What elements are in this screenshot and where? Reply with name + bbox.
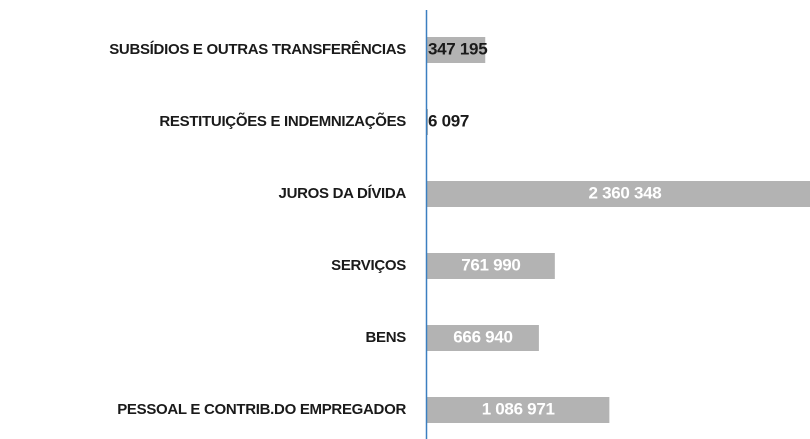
value-label: 761 990 — [461, 255, 520, 274]
category-label: SERVIÇOS — [331, 257, 406, 274]
bar — [427, 253, 555, 279]
category-label: PESSOAL E CONTRIB.DO EMPREGADOR — [117, 401, 406, 418]
category-label: RESTITUIÇÕES E INDEMNIZAÇÕES — [159, 112, 406, 130]
value-label: 6 097 — [428, 111, 469, 130]
bar — [427, 37, 486, 63]
bar — [427, 109, 429, 135]
bar — [427, 181, 810, 207]
category-label: BENS — [366, 329, 407, 346]
bar — [427, 397, 610, 423]
value-label: 666 940 — [453, 327, 512, 346]
category-label: SUBSÍDIOS E OUTRAS TRANSFERÊNCIAS — [109, 40, 406, 58]
value-label: 2 360 348 — [589, 183, 662, 202]
category-label: JUROS DA DÍVIDA — [279, 185, 407, 202]
value-label: 347 195 — [428, 39, 487, 58]
plot — [427, 37, 810, 423]
bar — [427, 325, 539, 351]
value-label: 1 086 971 — [482, 399, 555, 418]
